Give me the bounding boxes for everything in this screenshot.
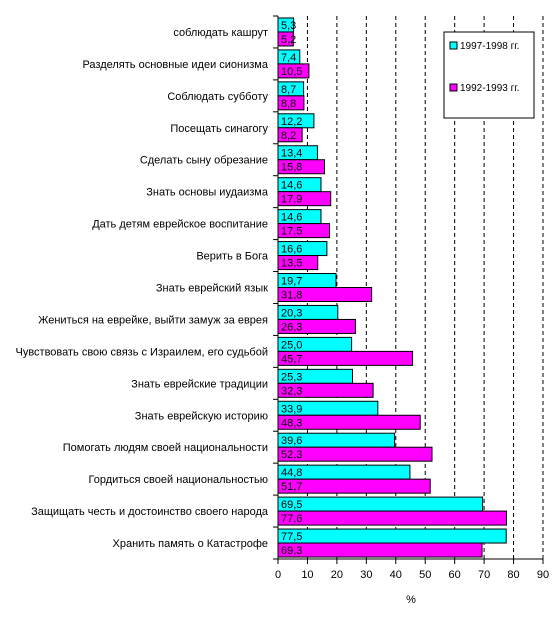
category-label-2: Соблюдать субботу xyxy=(167,91,268,103)
bar-1992-15 xyxy=(277,510,507,526)
value-label-1992-11: 32,3 xyxy=(281,385,302,397)
value-label-1992-9: 26,3 xyxy=(281,321,302,333)
category-label-15: Защищать честь и достоинство своего наро… xyxy=(31,506,269,518)
category-label-16: Хранить память о Катастрофе xyxy=(113,538,268,550)
x-tick-label-40: 40 xyxy=(390,569,402,581)
category-label-9: Жениться на еврейке, выйти замуж за евре… xyxy=(38,314,268,326)
category-label-6: Дать детям еврейское воспитание xyxy=(92,219,268,231)
x-tick-label-30: 30 xyxy=(360,569,372,581)
value-label-1992-6: 17,5 xyxy=(281,226,302,238)
x-tick-label-60: 60 xyxy=(449,569,461,581)
value-label-1992-7: 13,5 xyxy=(281,258,302,270)
category-label-7: Верить в Бога xyxy=(196,251,269,263)
value-label-1997-16: 77,5 xyxy=(281,531,302,543)
value-label-1997-9: 20,3 xyxy=(281,307,302,319)
value-label-1992-5: 17,9 xyxy=(281,194,302,206)
category-labels: соблюдать кашрут Разделять основные идеи … xyxy=(15,27,268,550)
value-label-1997-5: 14,6 xyxy=(281,180,302,192)
value-label-1997-14: 44,8 xyxy=(281,467,302,479)
legend-swatch-1 xyxy=(449,83,458,92)
x-tick-label-50: 50 xyxy=(419,569,431,581)
value-label-1992-10: 45,7 xyxy=(281,353,302,365)
bar-1997-16 xyxy=(277,528,507,544)
category-label-10: Чувствовать свою связь с Израилем, его с… xyxy=(15,346,268,358)
value-label-1992-1: 10,5 xyxy=(281,66,302,78)
value-label-1997-6: 14,6 xyxy=(281,212,302,224)
value-label-1997-7: 16,6 xyxy=(281,244,302,256)
value-label-1992-2: 8,8 xyxy=(281,98,296,110)
category-label-8: Знать еврейский язык xyxy=(156,283,268,295)
x-tick-label-80: 80 xyxy=(507,569,519,581)
legend-label-0: 1997-1998 гг. xyxy=(460,41,519,52)
x-axis-label: % xyxy=(406,594,416,606)
x-tick-label-20: 20 xyxy=(331,569,343,581)
value-label-1997-15: 69,5 xyxy=(281,499,302,511)
value-label-1997-10: 25,0 xyxy=(281,339,302,351)
x-tick-label-90: 90 xyxy=(537,569,549,581)
value-label-1997-1: 7,4 xyxy=(281,52,296,64)
value-label-1997-2: 8,7 xyxy=(281,84,296,96)
value-label-1997-4: 13,4 xyxy=(281,148,302,160)
x-tick-label-0: 0 xyxy=(275,569,281,581)
legend: 1997-1998 гг. 1992-1993 гг. xyxy=(443,31,535,119)
value-label-1992-15: 77,6 xyxy=(281,513,302,525)
value-label-1992-4: 15,8 xyxy=(281,162,302,174)
value-label-1997-13: 39,6 xyxy=(281,435,302,447)
legend-label-1: 1992-1993 гг. xyxy=(460,83,519,94)
legend-box xyxy=(443,31,535,119)
category-label-1: Разделять основные идеи сионизма xyxy=(82,59,268,71)
value-label-1997-0: 5,3 xyxy=(281,20,296,32)
bar-1992-16 xyxy=(277,542,483,558)
value-label-1992-0: 5,2 xyxy=(281,34,296,46)
legend-swatch-0 xyxy=(449,41,458,50)
category-label-13: Помогать людям своей национальности xyxy=(63,442,268,454)
value-label-1997-8: 19,7 xyxy=(281,276,302,288)
value-label-1997-11: 25,3 xyxy=(281,371,302,383)
x-tick-label-70: 70 xyxy=(478,569,490,581)
x-axis: 0 10 20 30 40 50 60 70 80 90 xyxy=(273,15,549,581)
category-label-12: Знать еврейскую историю xyxy=(135,410,268,422)
category-label-3: Посещать синагогу xyxy=(170,123,268,135)
value-label-1992-8: 31,8 xyxy=(281,290,302,302)
category-label-0: соблюдать кашрут xyxy=(173,27,268,39)
category-label-14: Гордиться своей национальностью xyxy=(88,474,268,486)
value-label-1992-3: 8,2 xyxy=(281,130,296,142)
category-label-11: Знать еврейские традиции xyxy=(131,378,268,390)
value-label-1992-12: 48,3 xyxy=(281,417,302,429)
category-label-4: Сделать сыну обрезание xyxy=(140,155,268,167)
value-label-1992-16: 69,3 xyxy=(281,545,302,557)
value-label-1997-3: 12,2 xyxy=(281,116,302,128)
value-label-1992-14: 51,7 xyxy=(281,481,302,493)
value-label-1992-13: 52,3 xyxy=(281,449,302,461)
category-label-5: Знать основы иудаизма xyxy=(146,187,269,199)
bar-1997-15 xyxy=(277,496,484,512)
value-label-1997-12: 33,9 xyxy=(281,403,302,415)
x-tick-label-10: 10 xyxy=(301,569,313,581)
